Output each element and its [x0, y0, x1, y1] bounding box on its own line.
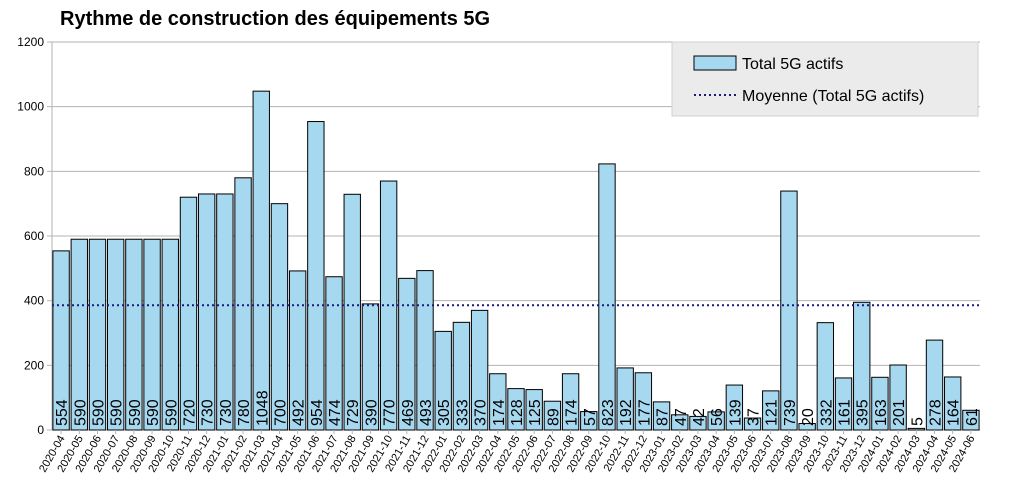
- data-label: 121: [764, 399, 781, 426]
- data-label: 89: [545, 408, 562, 426]
- data-label: 390: [363, 399, 380, 426]
- legend-label-total: Total 5G actifs: [742, 56, 843, 73]
- bar: [216, 193, 234, 431]
- data-label: 590: [163, 399, 180, 426]
- data-label: 730: [218, 399, 235, 426]
- data-label: 700: [272, 399, 289, 426]
- data-label: 590: [90, 399, 107, 426]
- bar: [780, 190, 798, 431]
- data-label: 177: [636, 399, 653, 426]
- data-label: 474: [327, 399, 344, 426]
- data-label: 5: [909, 417, 926, 426]
- bar: [234, 177, 252, 431]
- data-label: 20: [800, 408, 817, 426]
- data-label: 823: [600, 399, 617, 426]
- y-tick-label: 400: [24, 294, 44, 308]
- y-tick-label: 800: [24, 164, 44, 178]
- bar: [179, 196, 198, 431]
- data-label: 201: [891, 399, 908, 426]
- data-label: 395: [855, 399, 872, 426]
- bar: [307, 121, 325, 431]
- bar: [907, 427, 926, 431]
- chart-title: Rythme de construction des équipements 5…: [60, 8, 491, 30]
- bar: [598, 163, 616, 431]
- data-label: 493: [418, 399, 435, 426]
- data-label: 492: [291, 399, 308, 426]
- data-label: 139: [727, 399, 744, 426]
- data-label: 370: [473, 399, 490, 426]
- data-label: 164: [946, 399, 963, 426]
- legend-swatch-total: [693, 55, 737, 71]
- data-label: 125: [527, 399, 544, 426]
- y-tick-label: 600: [24, 229, 44, 243]
- y-tick-label: 0: [37, 423, 44, 437]
- legend: [671, 41, 979, 117]
- data-label: 128: [509, 399, 526, 426]
- data-label: 954: [309, 399, 326, 426]
- data-label: 720: [181, 399, 198, 426]
- y-tick-label: 1200: [17, 35, 44, 49]
- data-label: 333: [454, 399, 471, 426]
- data-label: 42: [691, 408, 708, 426]
- data-label: 1048: [254, 390, 271, 426]
- data-label: 174: [564, 399, 581, 426]
- data-label: 780: [236, 399, 253, 426]
- data-label: 305: [436, 399, 453, 426]
- data-label: 192: [618, 399, 635, 426]
- data-label: 61: [964, 408, 981, 426]
- legend-label-average: Moyenne (Total 5G actifs): [742, 88, 924, 105]
- data-label: 554: [54, 399, 71, 426]
- bar: [270, 203, 289, 431]
- y-tick-label: 200: [24, 358, 44, 372]
- data-label: 590: [72, 399, 89, 426]
- data-label: 770: [382, 399, 399, 426]
- data-label: 590: [109, 399, 126, 426]
- data-label: 729: [345, 399, 362, 426]
- y-tick-label: 1000: [17, 100, 44, 114]
- data-label: 469: [400, 399, 417, 426]
- data-label: 730: [200, 399, 217, 426]
- bar: [343, 193, 361, 431]
- data-label: 47: [673, 408, 690, 426]
- data-label: 174: [491, 399, 508, 426]
- data-label: 161: [837, 399, 854, 426]
- data-label: 332: [818, 399, 835, 426]
- bar: [197, 193, 216, 431]
- data-label: 739: [782, 399, 799, 426]
- data-label: 57: [582, 408, 599, 426]
- data-label: 37: [746, 408, 763, 426]
- data-label: 278: [928, 399, 945, 426]
- data-label: 163: [873, 399, 890, 426]
- data-label: 87: [655, 408, 672, 426]
- data-label: 590: [145, 399, 162, 426]
- data-label: 56: [709, 408, 726, 426]
- bar: [252, 90, 270, 431]
- data-label: 590: [127, 399, 144, 426]
